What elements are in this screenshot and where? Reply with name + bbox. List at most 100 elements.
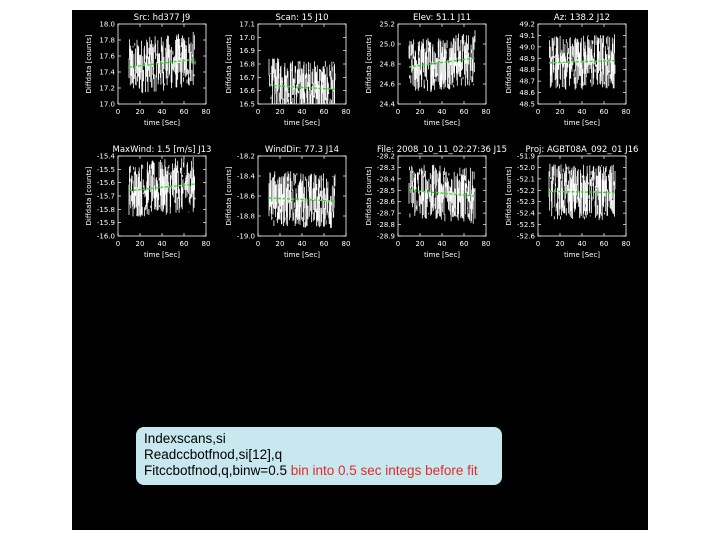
plot-title: MaxWind: 1.5 [m/s] J13 xyxy=(113,145,212,155)
x-tick-label: 0 xyxy=(396,240,400,248)
y-tick-label: -28.5 xyxy=(377,187,395,195)
y-tick-label: 48.7 xyxy=(519,78,535,86)
fit-line xyxy=(268,84,336,91)
y-axis-label: Diffdata [counts] xyxy=(85,166,93,225)
command-text: Fitccbotfnod,q,binw=0.5 xyxy=(144,463,287,478)
x-tick-label: 60 xyxy=(600,108,609,116)
y-tick-label: 48.9 xyxy=(519,55,535,63)
x-tick-label: 80 xyxy=(342,108,351,116)
y-tick-label: -28.6 xyxy=(377,198,396,206)
y-tick-label: 48.8 xyxy=(519,66,535,74)
x-tick-label: 0 xyxy=(256,108,260,116)
y-tick-label: 24.6 xyxy=(379,81,395,89)
x-axis-label: time [Sec] xyxy=(284,251,320,259)
y-axis-label: Diffdata [counts] xyxy=(505,34,513,93)
x-axis-label: time [Sec] xyxy=(424,119,460,127)
plot-title: Elev: 51.1 J11 xyxy=(413,13,471,23)
x-tick-label: 0 xyxy=(536,108,540,116)
y-tick-label: 17.8 xyxy=(99,37,115,45)
y-tick-label: -52.4 xyxy=(517,210,536,218)
x-tick-label: 40 xyxy=(438,108,447,116)
y-tick-label: 49.0 xyxy=(519,43,535,51)
y-tick-label: 18.0 xyxy=(99,21,115,29)
fit-line xyxy=(128,58,196,68)
command-box: Indexscans,si Readccbotfnod,si[12],q Fit… xyxy=(136,427,502,485)
x-tick-label: 0 xyxy=(396,108,400,116)
y-tick-label: 17.6 xyxy=(99,53,115,61)
x-tick-label: 40 xyxy=(298,108,307,116)
x-tick-label: 0 xyxy=(536,240,540,248)
y-tick-label: -15.6 xyxy=(97,179,116,187)
x-tick-label: 0 xyxy=(116,240,120,248)
y-tick-label: 49.1 xyxy=(519,32,535,40)
y-tick-label: -18.6 xyxy=(237,193,256,201)
x-axis-label: time [Sec] xyxy=(144,119,180,127)
x-tick-label: 60 xyxy=(180,108,189,116)
fit-line xyxy=(548,59,616,64)
data-trace xyxy=(268,171,336,229)
x-tick-label: 20 xyxy=(136,240,145,248)
x-tick-label: 80 xyxy=(202,108,211,116)
x-tick-label: 80 xyxy=(622,240,631,248)
x-axis-label: time [Sec] xyxy=(144,251,180,259)
command-line-3: Fitccbotfnod,q,binw=0.5 bin into 0.5 sec… xyxy=(144,463,494,479)
y-tick-label: 16.5 xyxy=(239,101,255,109)
data-trace xyxy=(408,164,476,224)
fit-line xyxy=(408,57,476,68)
x-tick-label: 80 xyxy=(342,240,351,248)
plot-title: Scan: 15 J10 xyxy=(275,13,328,23)
data-trace xyxy=(128,157,196,217)
y-tick-label: 16.6 xyxy=(239,87,255,95)
diffdata-panel-6: WindDir: 77.3 J14 -18.2 -18.4 -18.6 -18.8 -19… xyxy=(225,145,350,259)
data-trace xyxy=(128,31,196,94)
y-tick-label: 24.4 xyxy=(379,101,395,109)
x-tick-label: 40 xyxy=(578,108,587,116)
y-tick-label: 17.0 xyxy=(239,34,255,42)
diffdata-panel-7: File: 2008_10_11_02:27:36 J15-28.2 -28.3 -… xyxy=(365,145,507,259)
x-tick-label: 60 xyxy=(320,108,329,116)
x-tick-label: 20 xyxy=(416,108,425,116)
x-axis-label: time [Sec] xyxy=(564,251,600,259)
x-tick-label: 80 xyxy=(202,240,211,248)
command-comment: bin into 0.5 sec integs before fit xyxy=(290,463,478,478)
y-tick-label: -18.2 xyxy=(237,153,255,161)
fit-line xyxy=(408,189,476,197)
y-tick-label: 48.6 xyxy=(519,89,535,97)
diffdata-panel-3: Elev: 51.1 J11 25.2 25.0 24.8 24.6 24.40 20 40 6… xyxy=(365,13,490,127)
y-tick-label: -16.0 xyxy=(97,233,115,241)
y-tick-label: -52.2 xyxy=(517,187,535,195)
command-line-1: Indexscans,si xyxy=(144,431,494,447)
diffdata-panel-2: Scan: 15 J10 17.1 17.0 16.9 16.8 16.7 16.6 16.5… xyxy=(225,13,350,127)
y-tick-label: -28.9 xyxy=(377,233,395,241)
y-tick-label: -28.8 xyxy=(377,221,395,229)
diffdata-panel-4: Az: 138.2 J12 49.2 49.1 49.0 48.9 48.8 48.7 48.… xyxy=(505,13,630,127)
y-tick-label: 17.4 xyxy=(99,69,115,77)
data-trace xyxy=(548,163,616,221)
x-tick-label: 40 xyxy=(158,240,167,248)
y-tick-label: -19.0 xyxy=(237,233,255,241)
x-tick-label: 20 xyxy=(276,108,285,116)
x-tick-label: 60 xyxy=(180,240,189,248)
y-axis-label: Diffdata [counts] xyxy=(225,34,233,93)
data-trace xyxy=(408,30,476,92)
y-axis-label: Diffdata [counts] xyxy=(505,166,513,225)
x-tick-label: 20 xyxy=(416,240,425,248)
plot-title: Proj: AGBT08A_092_01 J16 xyxy=(526,145,639,155)
command-line-2: Readccbotfnod,si[12],q xyxy=(144,447,494,463)
x-tick-label: 20 xyxy=(136,108,145,116)
y-tick-label: 16.9 xyxy=(239,47,255,55)
fit-line xyxy=(128,183,196,192)
x-axis-label: time [Sec] xyxy=(424,251,460,259)
y-tick-label: -52.1 xyxy=(517,175,535,183)
y-tick-label: 17.2 xyxy=(99,85,115,93)
y-tick-label: -51.9 xyxy=(517,153,535,161)
diffdata-panel-5: MaxWind: 1.5 [m/s] J13-15.4 -15.5 -15.6 -15… xyxy=(85,145,211,259)
x-tick-label: 20 xyxy=(556,108,565,116)
x-tick-label: 0 xyxy=(116,108,120,116)
plot-title: Src: hd377 J9 xyxy=(134,13,191,23)
y-tick-label: -15.8 xyxy=(97,206,115,214)
x-tick-label: 80 xyxy=(622,108,631,116)
y-tick-label: 49.2 xyxy=(519,21,535,29)
y-tick-label: -15.9 xyxy=(97,219,115,227)
